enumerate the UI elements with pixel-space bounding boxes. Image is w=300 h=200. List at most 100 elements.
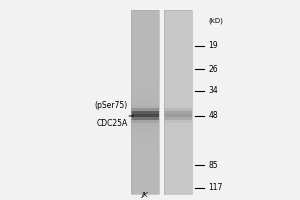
Text: (kD): (kD) [208,18,224,24]
Bar [130,41,159,44]
Bar [164,19,192,22]
Bar [130,10,159,13]
Bar [130,130,159,133]
Bar [130,120,159,123]
Bar [130,154,159,157]
Bar [164,50,192,53]
Bar [164,117,192,120]
Bar [164,154,192,157]
Bar [130,84,159,87]
Bar [130,25,159,28]
Bar [130,62,159,65]
Bar [130,111,159,114]
Bar [164,160,192,163]
Bar [130,185,159,188]
Bar [130,123,159,127]
Bar [164,10,192,194]
Bar [164,111,192,114]
Text: (pSer75): (pSer75) [94,102,128,110]
Bar [130,127,159,130]
Bar [130,191,159,194]
Bar [130,47,159,50]
Bar [164,38,192,41]
Bar [164,191,192,194]
Bar [164,41,192,44]
Bar [130,90,159,93]
Bar [130,139,159,142]
Bar [164,117,192,120]
Bar [164,68,192,71]
Bar [164,148,192,151]
Bar [130,10,159,194]
Bar [130,142,159,145]
Bar [130,111,159,114]
Bar [130,108,159,111]
Bar [164,31,192,35]
Bar [130,120,159,123]
Bar [164,28,192,31]
Bar [130,136,159,139]
Bar [164,185,192,188]
Text: 48: 48 [208,112,218,120]
Bar [130,148,159,151]
Bar [164,65,192,68]
Bar [164,44,192,47]
Bar [130,99,159,102]
Bar [164,96,192,99]
Bar [164,13,192,16]
Bar [130,102,159,105]
Bar [164,87,192,90]
Bar [164,25,192,28]
Bar [164,10,192,13]
Bar [164,84,192,87]
Bar [164,56,192,59]
Bar [130,173,159,176]
Bar [130,166,159,169]
Text: JK: JK [141,192,148,198]
Bar [164,182,192,185]
Bar [130,22,159,25]
Bar [130,38,159,41]
Bar [164,139,192,142]
Bar [130,160,159,163]
Text: CDC25A: CDC25A [96,119,128,129]
Text: 117: 117 [208,184,223,192]
Bar [130,71,159,74]
Bar [164,62,192,65]
Bar [164,105,192,108]
Bar [130,50,159,53]
Bar [130,68,159,71]
Bar [130,114,159,117]
Bar [164,166,192,169]
Bar [164,108,192,111]
Bar [164,151,192,154]
Bar [130,169,159,173]
Bar [164,127,192,130]
Bar [164,102,192,105]
Bar [130,182,159,185]
Bar [130,28,159,31]
Text: 19: 19 [208,42,218,50]
Bar [164,93,192,96]
Bar [164,173,192,176]
Bar [164,120,192,123]
Bar [130,44,159,47]
Bar [164,35,192,38]
Bar [130,179,159,182]
Bar [130,93,159,96]
Bar [164,111,192,114]
Bar [164,114,192,117]
Bar [164,77,192,81]
Bar [164,179,192,182]
Bar [130,176,159,179]
Bar [130,117,159,120]
Bar [164,53,192,56]
Bar [164,136,192,139]
Bar [164,71,192,74]
Bar [130,77,159,81]
Bar [164,123,192,127]
Bar [130,108,159,111]
Bar [164,120,192,123]
Bar [164,81,192,84]
Bar [164,59,192,62]
